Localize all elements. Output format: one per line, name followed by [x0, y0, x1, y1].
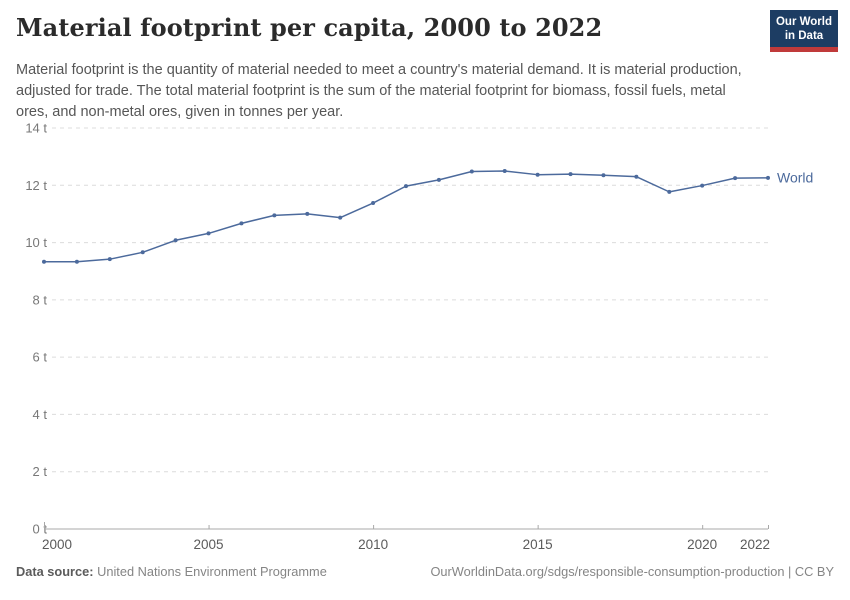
data-point[interactable]: [107, 257, 112, 262]
owid-logo-line2: in Data: [784, 30, 824, 42]
chart-subtitle: Material footprint is the quantity of ma…: [16, 62, 742, 120]
series-label[interactable]: World: [777, 169, 813, 185]
data-point[interactable]: [502, 168, 507, 173]
y-tick-label: 2 t: [33, 464, 48, 479]
data-point[interactable]: [206, 231, 211, 236]
grid-layer: 0 t 2 t 4 t 6 t 8 t 10 t 12 t 14 t: [25, 121, 768, 537]
y-tick-label: 6 t: [33, 350, 48, 365]
data-point[interactable]: [140, 250, 145, 255]
data-point[interactable]: [338, 215, 343, 220]
x-tick-label: 2005: [194, 537, 224, 552]
y-tick-label: 4 t: [33, 407, 48, 422]
data-point[interactable]: [535, 172, 540, 177]
data-point[interactable]: [74, 259, 79, 264]
data-point[interactable]: [272, 213, 277, 218]
data-point[interactable]: [766, 175, 770, 180]
data-point[interactable]: [42, 259, 46, 264]
data-source-label: Data source:: [16, 564, 94, 579]
y-tick-label: 14 t: [25, 121, 47, 136]
data-point[interactable]: [700, 183, 705, 188]
data-point[interactable]: [371, 201, 376, 206]
x-tick-label: 2010: [358, 537, 388, 552]
data-point[interactable]: [568, 172, 573, 177]
x-tick-label: 2000: [42, 537, 72, 552]
data-source: Data source: United Nations Environment …: [16, 564, 327, 579]
page-title: Material footprint per capita, 2000 to 2…: [16, 13, 603, 42]
data-point[interactable]: [601, 173, 606, 178]
data-point[interactable]: [173, 238, 178, 243]
x-tick-label: 2015: [523, 537, 553, 552]
data-point[interactable]: [305, 211, 310, 216]
x-tick-label: 2020: [687, 537, 717, 552]
data-point[interactable]: [733, 176, 738, 181]
data-point[interactable]: [667, 189, 672, 194]
line-chart-canvas[interactable]: 0 t 2 t 4 t 6 t 8 t 10 t 12 t 14 t 2000 2005 2010…: [0, 0, 850, 560]
data-point[interactable]: [436, 177, 441, 182]
data-point[interactable]: [634, 174, 639, 179]
x-tick-label: 2022: [740, 537, 770, 552]
y-tick-label: 10 t: [25, 235, 47, 250]
chart-footer: Data source: United Nations Environment …: [16, 564, 834, 579]
y-tick-label: 0 t: [33, 522, 48, 537]
data-point[interactable]: [239, 221, 244, 226]
y-tick-label: 8 t: [33, 292, 48, 307]
owid-logo-line1: Our World: [775, 16, 832, 28]
owid-logo[interactable]: Our World in Data: [770, 10, 838, 52]
y-tick-label: 12 t: [25, 178, 47, 193]
series-layer: World: [42, 168, 813, 264]
data-point[interactable]: [404, 184, 408, 189]
attribution-link[interactable]: OurWorldinData.org/sdgs/responsible-cons…: [430, 564, 834, 579]
data-source-value: United Nations Environment Programme: [97, 564, 327, 579]
axis-layer: 2000 2005 2010 2015 2020 2022: [42, 522, 770, 552]
data-point[interactable]: [469, 169, 474, 174]
